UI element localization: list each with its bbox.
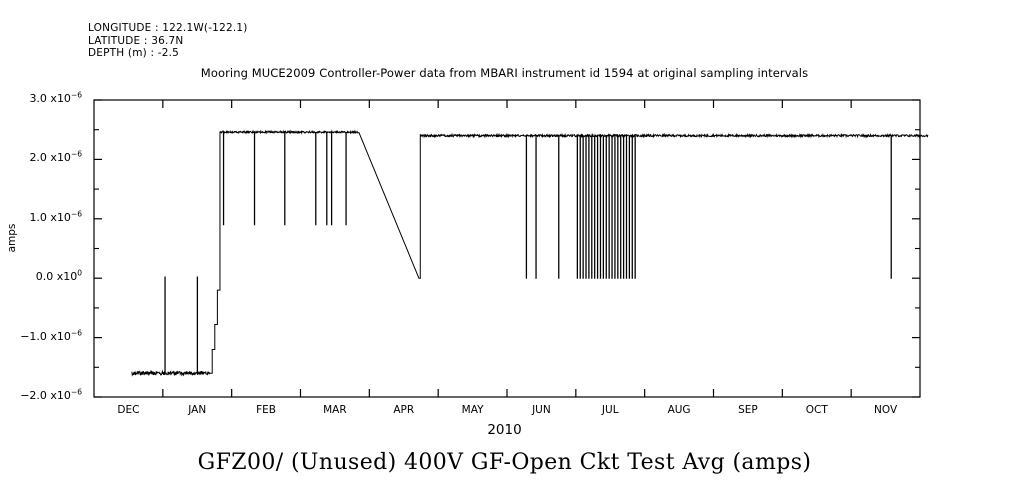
x-tick-label: MAY bbox=[461, 404, 484, 416]
x-tick-label: APR bbox=[393, 404, 415, 416]
x-tick-label: MAR bbox=[323, 404, 347, 416]
longitude-text: LONGITUDE : 122.1W(-122.1) bbox=[88, 22, 248, 34]
y-tick-label: −1.0 x10−6 bbox=[20, 327, 82, 343]
station-metadata: LONGITUDE : 122.1W(-122.1) LATITUDE : 36… bbox=[88, 22, 248, 60]
y-tick-label: 3.0 x10−6 bbox=[29, 90, 82, 105]
plot-frame bbox=[93, 99, 921, 398]
y-tick-label: 1.0 x10−6 bbox=[29, 209, 82, 224]
depth-text: DEPTH (m) : -2.5 bbox=[88, 47, 180, 60]
x-axis-label: 2010 bbox=[487, 422, 522, 438]
figure-caption: GFZ00/ (Unused) 400V GF-Open Ckt Test Av… bbox=[197, 450, 812, 475]
x-tick-label: JUN bbox=[532, 404, 551, 416]
x-tick-label: FEB bbox=[256, 404, 277, 416]
data-trace bbox=[131, 129, 929, 377]
x-tick-label: SEP bbox=[738, 404, 758, 416]
x-tick-label: DEC bbox=[117, 404, 140, 416]
x-tick-label: NOV bbox=[874, 404, 898, 416]
page-title: Mooring MUCE2009 Controller-Power data f… bbox=[200, 66, 809, 80]
x-tick-label: OCT bbox=[805, 404, 828, 416]
x-tick-label: JUL bbox=[601, 404, 619, 416]
y-tick-label: 0.0 x100 bbox=[35, 268, 82, 284]
y-tick-label: 2.0 x10−6 bbox=[29, 149, 82, 165]
latitude-text: LATITUDE : 36.7N bbox=[88, 34, 184, 47]
y-tick-label: −2.0 x10−6 bbox=[20, 387, 82, 402]
x-tick-label: AUG bbox=[667, 404, 691, 416]
x-tick-label: JAN bbox=[188, 404, 207, 416]
